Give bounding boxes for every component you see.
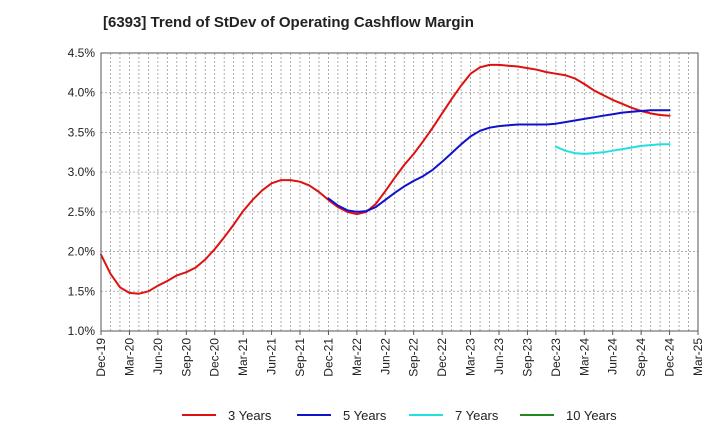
y-tick-label: 4.0% [68,86,96,100]
x-tick-label: Mar-21 [236,338,250,376]
x-tick-label: Sep-24 [634,338,648,377]
line-chart: 4.5% 4.0% 3.5% 3.0% 2.5% 2.0% 1.5% 1.0% Dec-19 M… [68,46,705,377]
y-tick-label: 4.5% [68,46,96,60]
x-tick-label: Mar-24 [577,338,591,376]
x-tick-label: Dec-23 [549,338,563,377]
series-lines [100,63,671,295]
legend-item-5-years: 5 Years [297,406,386,424]
legend-label-7-years: 7 Years [455,407,499,423]
legend: 3 Years 5 Years 7 Years 10 Years [0,398,720,434]
x-tick-label: Jun-20 [151,338,165,375]
series-line-3-years [100,63,671,295]
x-tick-label: Sep-22 [407,338,421,377]
legend-label-3-years: 3 Years [228,407,272,423]
legend-item-3-years: 3 Years [182,406,271,424]
x-tick-label: Dec-19 [94,338,108,377]
x-tick-label: Mar-20 [122,338,136,376]
legend-swatch-10-years [520,414,554,416]
legend-item-7-years: 7 Years [409,406,498,424]
x-tick-label: Sep-23 [520,338,534,377]
x-tick-label: Mar-25 [691,338,705,376]
legend-swatch-7-years [409,414,443,416]
x-tick-label: Sep-21 [293,338,307,377]
x-tick-label: Jun-22 [378,338,392,375]
y-tick-label: 3.0% [68,165,96,179]
y-tick-label: 3.5% [68,125,96,139]
x-tick-label: Jun-23 [492,338,506,375]
x-tick-label: Mar-22 [350,338,364,376]
legend-item-10-years: 10 Years [520,406,617,424]
y-tick-label: 1.0% [68,324,96,338]
y-axis: 4.5% 4.0% 3.5% 3.0% 2.5% 2.0% 1.5% 1.0% [68,46,96,338]
x-tick-label: Jun-21 [265,338,279,375]
x-tick-label: Mar-23 [464,338,478,376]
x-tick-label: Dec-21 [321,338,335,377]
x-tick-label: Sep-20 [179,338,193,377]
plot-border [100,52,699,332]
x-tick-label: Jun-24 [606,338,620,375]
x-tick-label: Dec-24 [663,338,677,377]
legend-swatch-5-years [297,414,331,416]
legend-label-10-years: 10 Years [566,407,617,423]
x-tick-label: Dec-22 [435,338,449,377]
y-tick-label: 2.0% [68,245,96,259]
x-axis: Dec-19 Mar-20 Jun-20 Sep-20 Dec-20 Mar-21 Jun-… [94,331,705,377]
x-tick-label: Dec-20 [208,338,222,377]
chart-title: [6393] Trend of StDev of Operating Cashf… [103,14,474,31]
series-line-5-years [327,109,671,213]
y-tick-label: 1.5% [68,284,96,298]
legend-swatch-3-years [182,414,216,416]
grid-lines [101,53,698,331]
legend-label-5-years: 5 Years [343,407,387,423]
series-line-7-years [554,143,671,155]
y-tick-label: 2.5% [68,205,96,219]
